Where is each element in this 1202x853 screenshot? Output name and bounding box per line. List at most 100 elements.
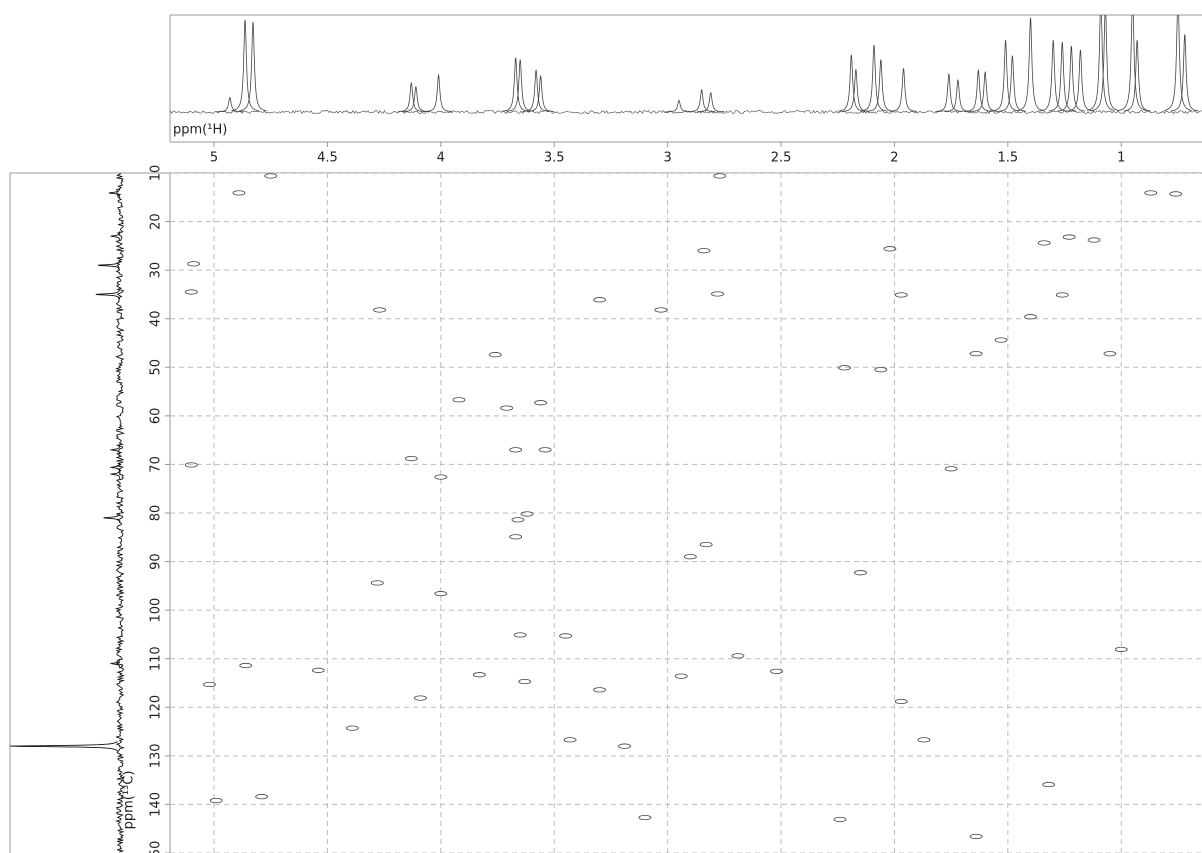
proton-peak bbox=[889, 68, 918, 112]
y-tick-label: 140 bbox=[149, 792, 164, 817]
cross-peak bbox=[511, 517, 525, 523]
cross-peak bbox=[203, 681, 216, 688]
x-tick-label: 2.5 bbox=[771, 151, 792, 166]
cross-peak bbox=[917, 737, 931, 743]
cross-peak bbox=[894, 292, 908, 298]
carbon-peak bbox=[109, 469, 121, 479]
proton-peak bbox=[1171, 34, 1199, 112]
cross-peak bbox=[518, 678, 532, 685]
proton-peak bbox=[842, 69, 870, 112]
proton-peak bbox=[527, 74, 555, 112]
y-tick-label: 150 bbox=[149, 841, 164, 853]
cross-peak bbox=[509, 447, 523, 453]
cross-peak bbox=[838, 365, 851, 371]
cross-peak bbox=[187, 261, 200, 267]
cross-peak bbox=[232, 190, 246, 196]
proton-peak bbox=[860, 45, 888, 112]
cross-peak bbox=[731, 653, 745, 659]
carbon-peak bbox=[95, 289, 120, 300]
cross-peak bbox=[593, 297, 606, 303]
carbon-peak bbox=[109, 231, 121, 241]
proton-peak bbox=[992, 40, 1020, 112]
proton-peak bbox=[998, 55, 1026, 112]
proton-peak bbox=[1087, 15, 1115, 111]
cross-peak bbox=[994, 337, 1008, 343]
x-tick-label: 3 bbox=[663, 151, 671, 166]
proton-peak bbox=[506, 59, 534, 112]
cross-peak bbox=[184, 289, 198, 295]
cross-peak bbox=[538, 447, 552, 453]
proton-peak bbox=[867, 59, 895, 112]
x-tick-label: 4 bbox=[437, 151, 445, 166]
cross-peak bbox=[209, 797, 223, 804]
cross-peak bbox=[711, 291, 724, 297]
cross-peak bbox=[452, 397, 466, 403]
y-tick-label: 110 bbox=[149, 646, 164, 671]
proton-peak bbox=[837, 54, 865, 112]
carbon-peak bbox=[108, 187, 121, 198]
cross-peak bbox=[1169, 191, 1183, 197]
cross-peak bbox=[883, 246, 897, 252]
x-tick-label: 1 bbox=[1117, 151, 1125, 166]
carbon-spectrum bbox=[10, 173, 126, 853]
cross-peak bbox=[373, 307, 386, 313]
proton-peak bbox=[1091, 15, 1120, 111]
cross-peak bbox=[1144, 190, 1158, 196]
cross-peak bbox=[654, 307, 668, 313]
cross-peak bbox=[264, 173, 278, 179]
proton-peak bbox=[424, 73, 453, 112]
cross-peak bbox=[184, 462, 198, 468]
cross-peak bbox=[434, 474, 448, 480]
cross-peak bbox=[509, 534, 523, 540]
y-tick-label: 70 bbox=[149, 456, 164, 473]
y-axis-label: ppm(¹³C) bbox=[122, 771, 137, 830]
y-tick-label: 40 bbox=[149, 310, 164, 327]
cross-peak bbox=[1042, 781, 1056, 788]
cross-peak bbox=[874, 367, 888, 373]
proton-peak bbox=[1057, 45, 1085, 112]
proton-peak bbox=[964, 68, 992, 112]
cross-peak bbox=[534, 400, 548, 406]
cross-peak bbox=[488, 352, 502, 358]
cross-peak bbox=[593, 687, 606, 693]
cross-peak bbox=[1062, 234, 1076, 240]
carbon-peak bbox=[103, 513, 121, 523]
cross-peak bbox=[472, 672, 486, 678]
proton-peak bbox=[522, 68, 550, 112]
x-axis-label: ppm(¹H) bbox=[173, 123, 227, 138]
proton-peak bbox=[402, 85, 430, 113]
proton-peak bbox=[239, 21, 267, 112]
proton-peak bbox=[1119, 15, 1147, 111]
proton-peak bbox=[397, 81, 425, 112]
cross-peak bbox=[1055, 292, 1069, 298]
cross-peak bbox=[239, 662, 253, 669]
y-tick-label: 90 bbox=[149, 553, 164, 570]
cross-peak bbox=[1024, 314, 1037, 320]
baseline-noise bbox=[114, 173, 126, 853]
proton-peak bbox=[501, 57, 530, 112]
proton-peak bbox=[1164, 15, 1192, 111]
cross-peak bbox=[1103, 351, 1117, 357]
carbon-peak bbox=[10, 740, 118, 752]
y-tick-label: 130 bbox=[149, 743, 164, 768]
cross-peak bbox=[563, 737, 577, 743]
carbon-peak bbox=[97, 260, 120, 271]
proton-peak bbox=[1123, 40, 1151, 112]
x-tick-label: 5 bbox=[210, 151, 218, 166]
cross-peak bbox=[559, 633, 572, 639]
y-tick-label: 50 bbox=[149, 359, 164, 376]
x-tick-label: 2 bbox=[890, 151, 898, 166]
y-tick-label: 10 bbox=[149, 165, 164, 182]
baseline-noise bbox=[170, 109, 1202, 115]
cross-peak bbox=[833, 816, 847, 823]
proton-peak bbox=[944, 78, 972, 112]
cross-peak bbox=[854, 570, 867, 576]
cross-peak bbox=[618, 743, 631, 749]
cross-peak bbox=[674, 673, 688, 679]
x-tick-label: 1.5 bbox=[998, 151, 1019, 166]
cross-peak bbox=[638, 814, 652, 821]
cross-peak bbox=[944, 466, 958, 472]
x-tick-label: 4.5 bbox=[317, 151, 338, 166]
cross-peak bbox=[345, 725, 359, 731]
y-tick-label: 30 bbox=[149, 262, 164, 279]
